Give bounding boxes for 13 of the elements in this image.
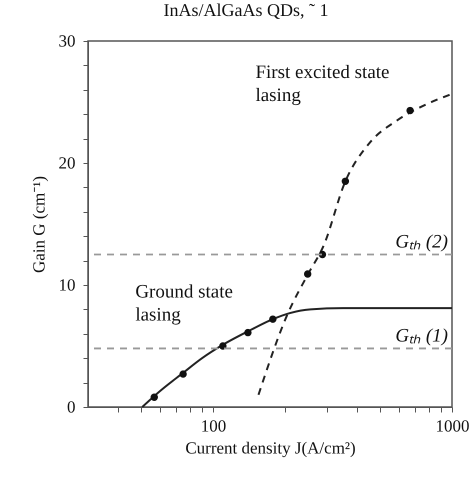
ref-line-label: Gₜₕ (2) (395, 232, 448, 252)
y-tick-label: 30 (58, 32, 76, 50)
y-tick-label: 10 (58, 276, 76, 294)
y-axis-title: Gain G (cm⁻¹) (30, 176, 48, 274)
x-tick-label: 1000 (436, 416, 470, 436)
chart-title: InAs/AlGaAs QDs, ˜ 1 (164, 0, 328, 20)
y-tick-label: 0 (67, 398, 76, 416)
ref-line-label: Gₜₕ (1) (395, 325, 448, 346)
x-axis-title: Current density J(A/cm²) (185, 438, 356, 458)
annotation: Ground state lasing (135, 282, 233, 326)
annotation: First excited state lasing (255, 62, 390, 106)
x-tick-label: 100 (200, 416, 226, 436)
y-tick-label: 20 (58, 154, 76, 172)
